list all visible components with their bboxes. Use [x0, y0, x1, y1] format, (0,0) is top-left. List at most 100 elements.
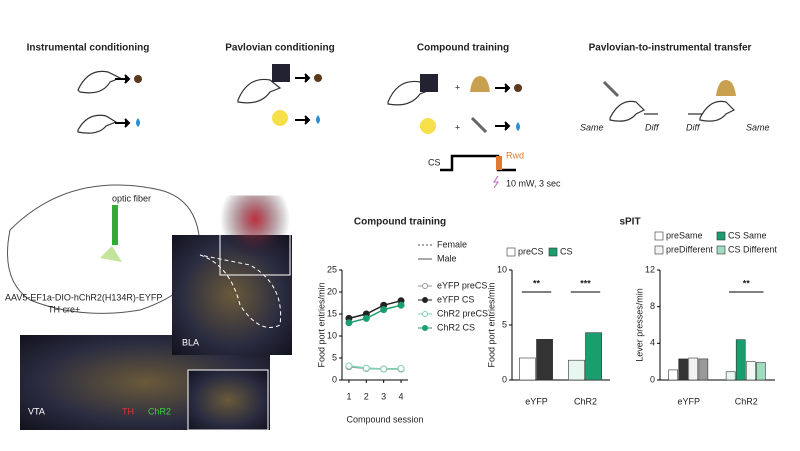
x-tick-label: eYFP	[525, 396, 548, 406]
pit-label: Diff	[645, 122, 660, 132]
histology: optic fiber AAV5-EF1a-DIO-hChR2(H134R)-E…	[5, 184, 292, 431]
legend-label: eYFP preCS	[437, 280, 487, 290]
bar	[678, 358, 689, 381]
bar	[568, 359, 585, 381]
legend-label: CS Same	[728, 230, 767, 240]
rwd-label: Rwd	[506, 150, 524, 160]
legend-label: preSame	[666, 230, 703, 240]
bar	[536, 338, 553, 381]
bar	[519, 357, 536, 381]
legend-swatch	[654, 245, 664, 255]
bar	[585, 332, 602, 381]
schematic: Instrumental conditioning Pavlovian cond…	[27, 43, 770, 189]
bell-icon	[716, 80, 736, 96]
series-line	[348, 365, 402, 370]
arrows	[115, 73, 511, 131]
y-tick-label: 15	[327, 308, 337, 318]
legend-label: ChR2 preCS	[437, 308, 488, 318]
sucrose	[316, 115, 320, 124]
tool-icon	[470, 116, 488, 134]
bar	[745, 361, 756, 381]
plus: +	[455, 122, 460, 132]
y-axis-label: Food port entries/min	[486, 282, 496, 367]
bla-label: BLA	[182, 337, 199, 347]
y-tick-label: 0	[502, 374, 507, 384]
bar	[756, 362, 766, 381]
pellet	[514, 84, 522, 92]
legend-label: eYFP CS	[437, 294, 474, 304]
bla-region	[100, 246, 122, 262]
y-tick-label: 4	[650, 338, 655, 348]
bar	[688, 357, 699, 381]
cs-label: CS	[428, 157, 441, 167]
x-tick-label: 1	[346, 391, 351, 401]
legend-swatch	[716, 231, 726, 241]
x-tick-label: eYFP	[677, 396, 700, 406]
inset-image	[187, 369, 269, 431]
panel-title: Compound training	[417, 43, 509, 54]
x-tick-label: ChR2	[735, 396, 758, 406]
data-point	[380, 306, 388, 314]
y-tick-label: 12	[645, 264, 655, 274]
legend-marker	[422, 325, 428, 331]
sucrose	[516, 122, 520, 131]
fiber-icon	[112, 205, 118, 245]
data-point	[362, 364, 370, 372]
legend-label: ChR2 CS	[437, 322, 475, 332]
significance-label: **	[743, 278, 751, 288]
legend-swatch	[506, 247, 516, 257]
legend-label: preDifferent	[666, 244, 713, 254]
pit-label: Same	[580, 122, 604, 132]
cs-trace	[440, 154, 516, 172]
vta-label: VTA	[28, 406, 45, 416]
legend-swatch	[654, 231, 664, 241]
pit-label: Diff	[686, 122, 701, 132]
bar	[735, 339, 746, 381]
plus: +	[455, 82, 460, 92]
pit-label: Same	[746, 122, 770, 132]
panel-title: Pavlovian-to-instrumental transfer	[589, 43, 752, 54]
th-label: TH	[122, 406, 134, 416]
x-tick-label: ChR2	[574, 396, 597, 406]
light-icon	[420, 118, 436, 134]
panel-title: Instrumental conditioning	[27, 43, 150, 54]
chart-title: Compound training	[354, 217, 446, 228]
x-tick-label: 3	[381, 391, 386, 401]
chart-title: sPIT	[619, 217, 640, 228]
data-point	[397, 365, 405, 373]
y-axis-label: Food port entries/min	[316, 282, 326, 367]
bar	[668, 369, 678, 381]
bar	[725, 371, 736, 381]
x-tick-label: 4	[399, 391, 404, 401]
series-line	[348, 300, 402, 320]
legend-swatch	[716, 245, 726, 255]
mouse-label: TH cre+	[48, 304, 80, 314]
data-point	[397, 301, 405, 309]
legend-label: CS Different	[728, 244, 777, 254]
y-tick-label: 5	[332, 352, 337, 362]
y-tick-label: 5	[502, 319, 507, 329]
legend-swatch	[548, 247, 558, 257]
y-tick-label: 0	[650, 374, 655, 384]
virus-label: AAV5-EF1a-DIO-hChR2(H134R)-EYFP	[5, 292, 162, 302]
siren-icon	[420, 74, 438, 92]
legend-marker	[422, 283, 428, 289]
pellet	[134, 75, 142, 83]
x-axis-label: Compound session	[346, 414, 423, 424]
y-axis-label: Lever presses/min	[634, 288, 644, 362]
data-point	[345, 362, 353, 370]
y-tick-label: 0	[332, 374, 337, 384]
siren-icon	[272, 64, 290, 82]
bar	[698, 358, 709, 381]
rwd-mark	[496, 156, 502, 170]
tool-icon	[602, 80, 620, 98]
inset-image	[219, 194, 291, 276]
y-tick-label: 25	[327, 264, 337, 274]
series-line	[348, 304, 402, 324]
data-point	[345, 319, 353, 327]
y-tick-label: 10	[497, 264, 507, 274]
fiber-label: optic fiber	[112, 193, 151, 203]
sucrose	[136, 118, 140, 127]
y-tick-label: 20	[327, 286, 337, 296]
